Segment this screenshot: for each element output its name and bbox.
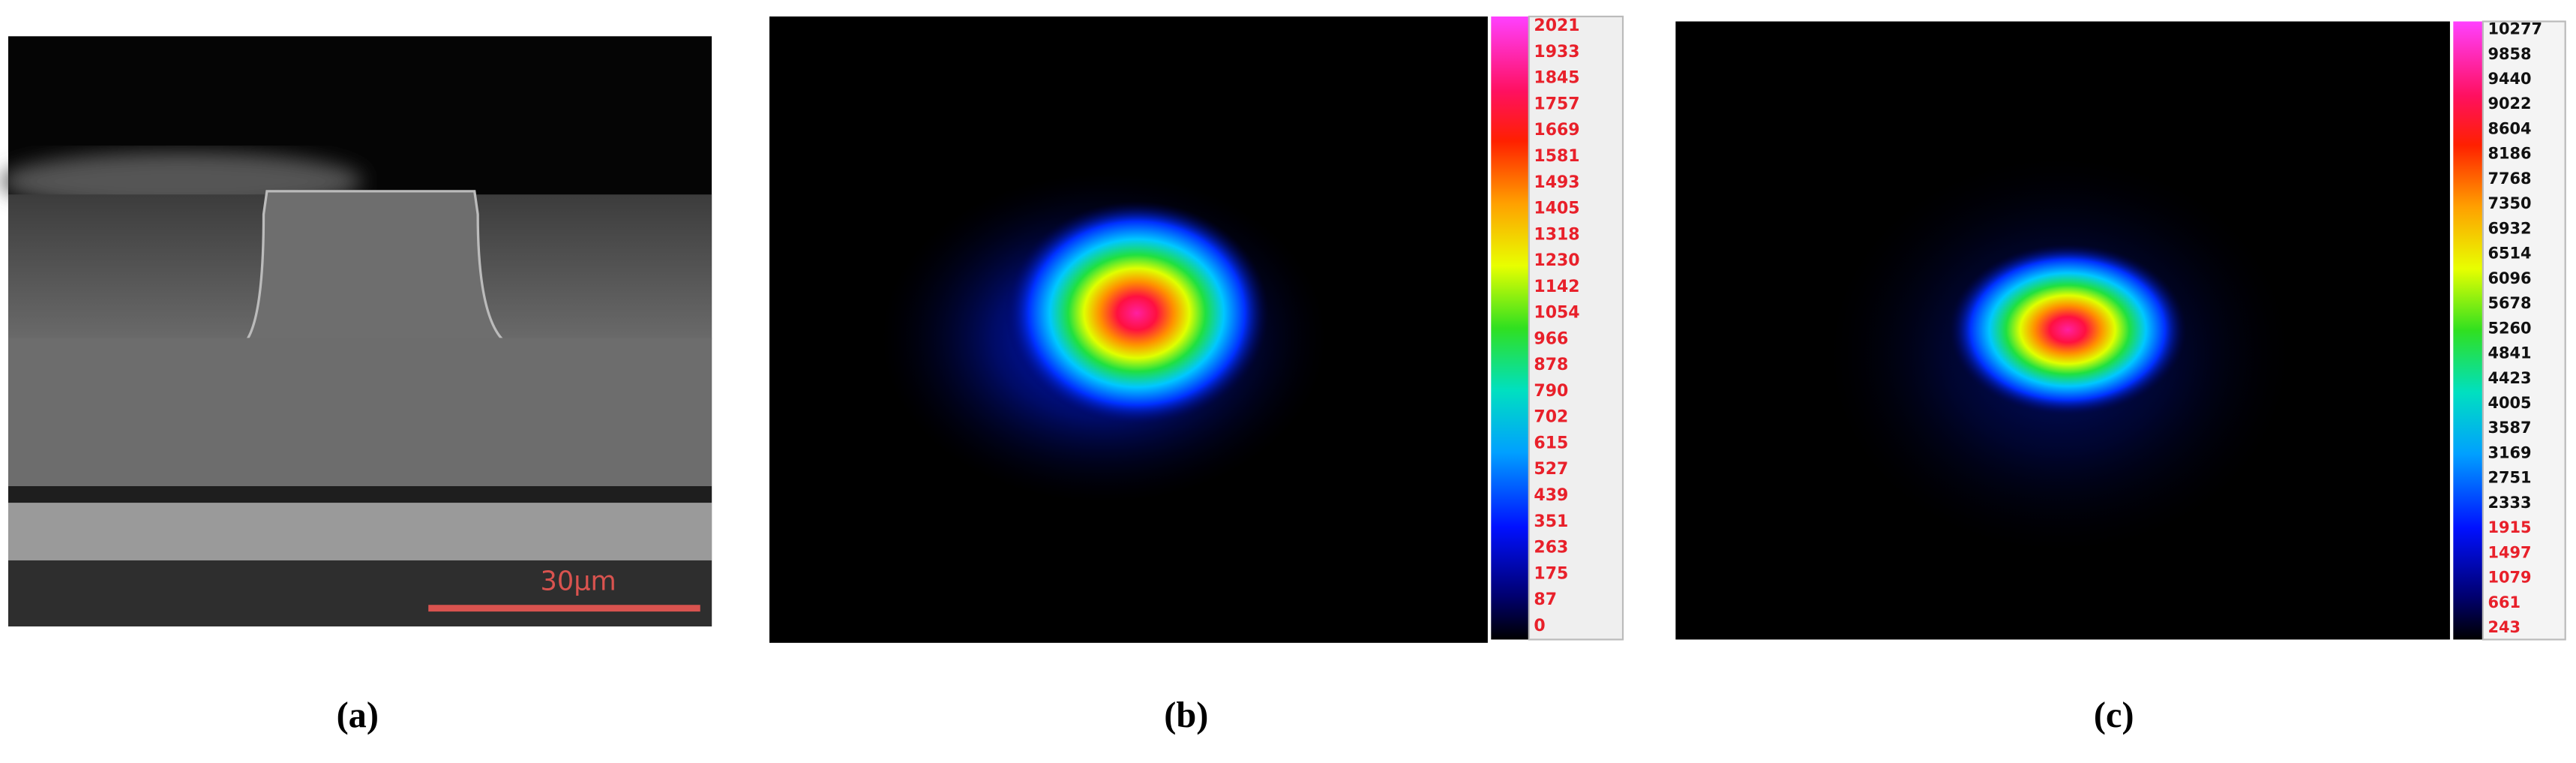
colorbar-tick-label: 9022 (2488, 95, 2531, 113)
sem-image: 30μm (0, 36, 712, 626)
colorbar-tick-label: 9440 (2488, 70, 2531, 88)
colorbar-tick-label: 1318 (1534, 225, 1579, 244)
colorbar-tick-label: 661 (2488, 593, 2521, 611)
beam-profile-b (769, 16, 1488, 643)
panel-label: (b) (1164, 695, 1208, 735)
colorbar-labels: 10277 9858 9440 9022 8604 8186 7768 7350 6932 651… (2488, 20, 2542, 637)
colorbar (1491, 16, 1529, 640)
colorbar-tick-label: 702 (1534, 408, 1568, 427)
colorbar-tick-label: 3169 (2488, 443, 2531, 461)
colorbar-tick-label: 615 (1534, 434, 1568, 452)
colorbar-tick-label: 1845 (1534, 69, 1579, 88)
colorbar-tick-label: 1497 (2488, 543, 2531, 561)
colorbar-tick-label: 10277 (2488, 20, 2542, 38)
colorbar-tick-label: 790 (1534, 382, 1568, 401)
colorbar-tick-label: 2021 (1534, 17, 1579, 35)
colorbar-tick-label: 4423 (2488, 369, 2531, 387)
colorbar-tick-label: 1054 (1534, 304, 1579, 323)
colorbar-tick-label: 1669 (1534, 121, 1579, 140)
colorbar-tick-label: 439 (1534, 486, 1568, 505)
colorbar-labels-bg (1528, 15, 1624, 641)
colorbar-tick-label: 243 (2488, 618, 2521, 636)
colorbar-tick-label: 5678 (2488, 294, 2531, 312)
colorbar-tick-label: 1142 (1534, 278, 1579, 296)
colorbar-tick-label: 1581 (1534, 147, 1579, 166)
panel-label: (c) (2094, 695, 2134, 735)
colorbar-tick-label: 4841 (2488, 344, 2531, 362)
colorbar-tick-label: 8186 (2488, 145, 2531, 163)
colorbar-tick-label: 7350 (2488, 194, 2531, 212)
colorbar-tick-label: 0 (1534, 617, 1545, 635)
colorbar-tick-label: 175 (1534, 564, 1568, 583)
colorbar-tick-label: 1933 (1534, 43, 1579, 62)
colorbar-tick-label: 87 (1534, 590, 1557, 609)
colorbar-tick-label: 5260 (2488, 319, 2531, 337)
colorbar-tick-label: 6096 (2488, 269, 2531, 287)
colorbar-tick-label: 6514 (2488, 245, 2531, 263)
colorbar-tick-label: 7768 (2488, 170, 2531, 188)
colorbar-tick-label: 878 (1534, 356, 1568, 374)
colorbar-labels: 2021 1933 1845 1757 1669 1581 1493 1405 1318 1230… (1534, 17, 1579, 635)
colorbar-tick-label: 1757 (1534, 95, 1579, 113)
colorbar-labels-bg (2482, 20, 2566, 641)
colorbar-tick-label: 1915 (2488, 518, 2531, 536)
colorbar-tick-label: 3587 (2488, 419, 2531, 437)
colorbar-tick-label: 1405 (1534, 200, 1579, 218)
colorbar-tick-label: 2333 (2488, 494, 2531, 512)
colorbar-tick-label: 263 (1534, 539, 1568, 557)
colorbar-tick-label: 8604 (2488, 119, 2531, 137)
colorbar (2453, 21, 2483, 640)
panel-label: (a) (337, 695, 379, 735)
colorbar-tick-label: 4005 (2488, 394, 2531, 412)
colorbar-tick-label: 351 (1534, 512, 1568, 531)
colorbar-tick-label: 527 (1534, 460, 1568, 479)
colorbar-tick-label: 9858 (2488, 45, 2531, 63)
colorbar-tick-label: 966 (1534, 329, 1568, 348)
colorbar-tick-label: 1079 (2488, 569, 2531, 587)
beam-profile-c (1675, 21, 2450, 640)
colorbar-tick-label: 6932 (2488, 219, 2531, 237)
colorbar-tick-label: 1230 (1534, 251, 1579, 270)
panels: 30μm 2021 1933 1845 1757 1669 1581 1493 1405 131… (0, 15, 2566, 735)
scale-bar-label: 30μm (540, 566, 616, 597)
colorbar-tick-label: 1493 (1534, 173, 1579, 192)
colorbar-tick-label: 2751 (2488, 469, 2531, 487)
